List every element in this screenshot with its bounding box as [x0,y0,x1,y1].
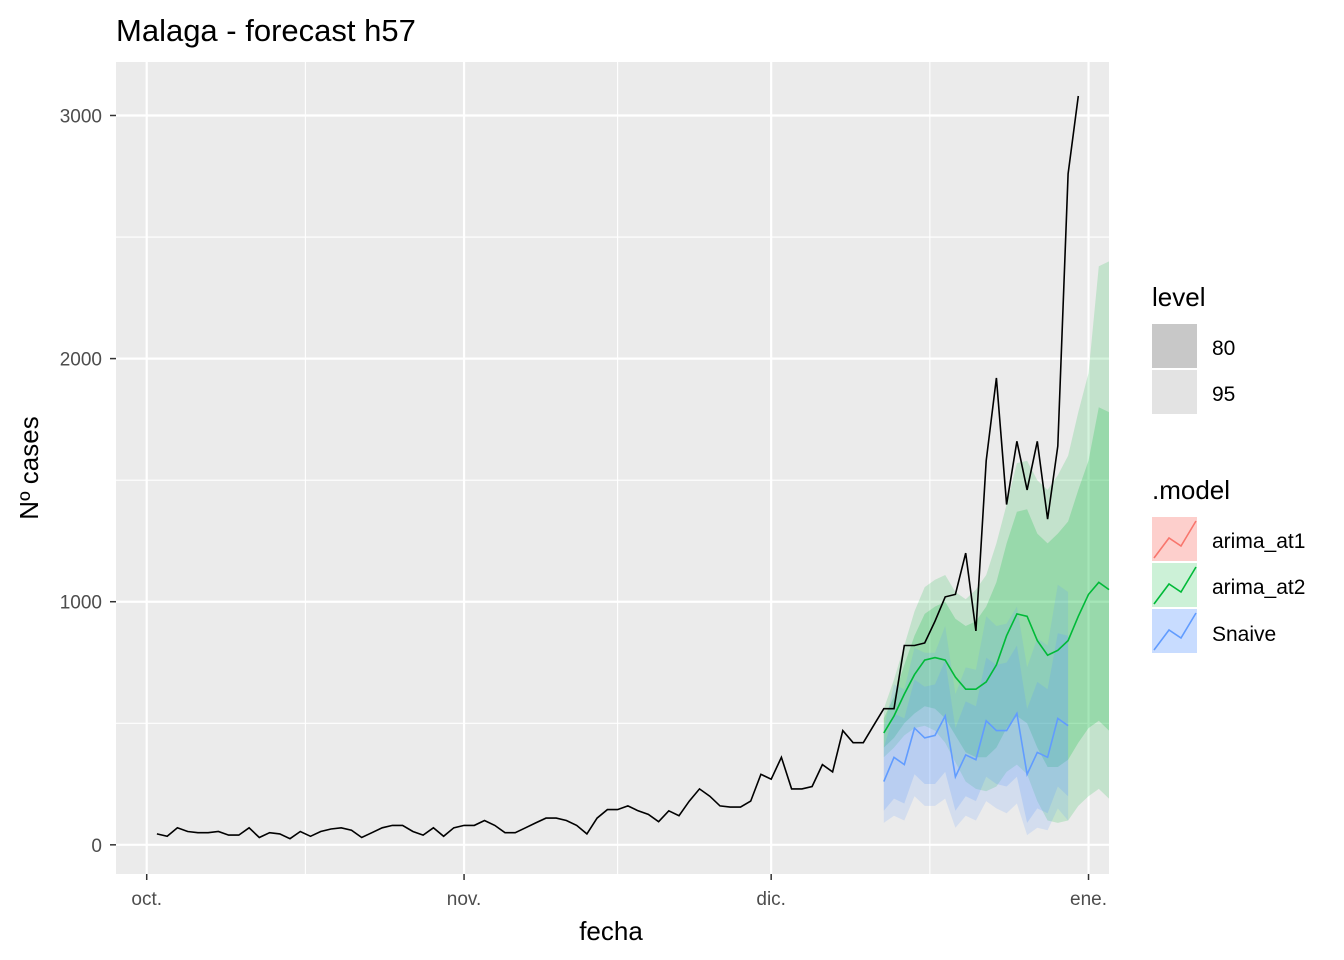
forecast-line-arima-at2 [883,581,1110,734]
series-lines [156,95,1110,840]
legend-swatch-arima-at2 [1152,563,1197,607]
legend-label-95: 95 [1212,383,1235,406]
y-tick-label: 3000 [60,106,102,127]
band-95-snaive [883,584,1069,836]
legend-swatch-80 [1152,324,1197,368]
y-tick-label: 1000 [60,593,102,614]
x-axis-title: fecha [579,916,643,946]
legend-key-line-arima-at1 [1153,520,1197,559]
observed-line [156,95,1080,840]
band-80-arima-at2 [883,407,1109,767]
chart-title: Malaga - forecast h57 [116,13,416,48]
legend-model-title: .model [1152,475,1230,505]
legend-swatch-arima-at1 [1152,517,1197,561]
legend-swatch-95 [1152,370,1197,414]
forecast-bands [883,261,1109,836]
legend-key-line-snaive [1153,612,1197,651]
legend-level: level 80 95 [1152,282,1235,414]
band-80-snaive [883,633,1069,823]
grid-lines [116,62,1109,874]
legend-label-arima-at1: arima_at1 [1212,530,1305,553]
legend-swatch-snaive [1152,609,1197,653]
legend-label-80: 80 [1212,337,1235,360]
legend-model: .model arima_at1 arima_at2 Snaive [1152,475,1305,653]
x-axis: oct. nov. dic. ene. [131,874,1107,910]
x-tick-label: dic. [756,889,786,910]
x-tick-label: oct. [131,889,162,910]
legend-label-snaive: Snaive [1212,623,1276,646]
plot-panel [116,62,1109,874]
y-axis: 0 1000 2000 3000 [60,106,116,857]
y-tick-label: 2000 [60,350,102,371]
legend-level-title: level [1152,282,1205,312]
legend-key-line-arima-at2 [1153,566,1197,605]
y-tick-label: 0 [91,836,102,857]
band-95-arima-at2 [883,261,1109,823]
legend-label-arima-at2: arima_at2 [1212,576,1305,599]
forecast-line-snaive [883,711,1069,782]
x-tick-label: ene. [1070,889,1107,910]
y-axis-title: Nº cases [14,416,44,519]
x-tick-label: nov. [447,889,482,910]
